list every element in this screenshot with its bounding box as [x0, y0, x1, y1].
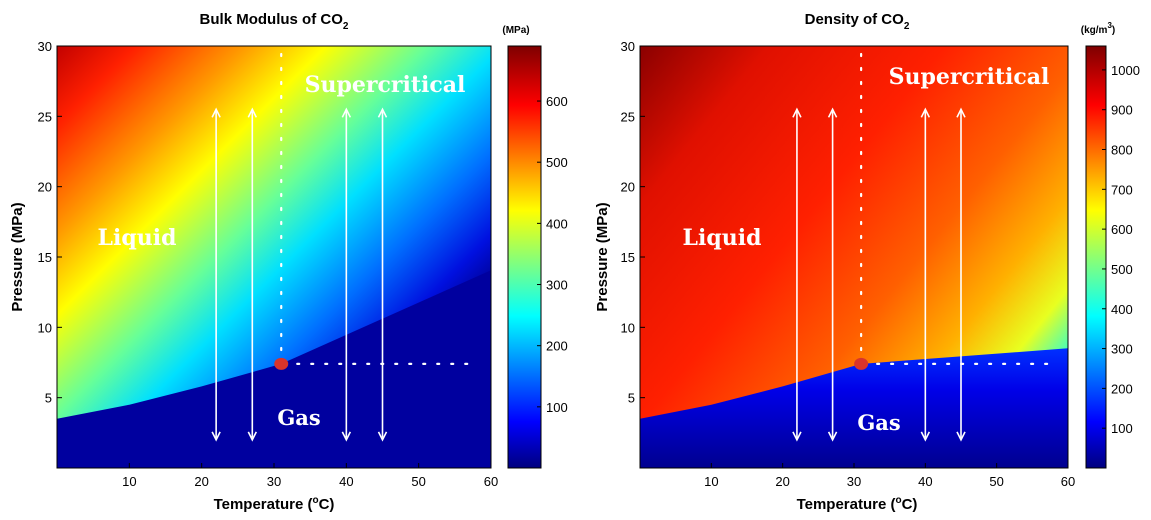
bulk-modulus-title: Bulk Modulus of CO2 — [200, 11, 349, 32]
y-tick-label: 25 — [621, 109, 635, 124]
x-tick-label: 40 — [339, 474, 353, 489]
y-tick-label: 5 — [628, 391, 635, 406]
arrow-head-down — [341, 431, 352, 442]
x-tick-label: 10 — [704, 474, 718, 489]
arrow-head-down — [377, 431, 388, 442]
colorbar-tick-label: 900 — [1111, 103, 1133, 118]
bulk-modulus-axes-ticks: 10 20 30 40 50 60 5 10 15 20 25 30 — [38, 39, 499, 489]
density-colorbar-ticks: 100 200 300 400 500 600 700 800 900 1000 — [1102, 63, 1140, 436]
gas-label: Gas — [277, 405, 320, 430]
bulk-modulus-colorbar — [507, 45, 542, 469]
arrow-head-up — [341, 107, 352, 118]
critical-point-marker — [274, 357, 289, 370]
arrow-head-down — [792, 431, 802, 442]
colorbar-tick-label: 700 — [1111, 182, 1133, 197]
x-tick-label: 30 — [267, 474, 281, 489]
arrow-head-up — [827, 107, 838, 118]
density-xlabel: Temperature (oC) — [797, 495, 918, 513]
arrow-head-up — [211, 107, 221, 118]
colorbar-tick-label: 100 — [546, 400, 568, 415]
density-overlay — [792, 52, 1056, 442]
bulk-modulus-panel: Bulk Modulus of CO2 Liquid Supercritical… — [9, 11, 568, 513]
colorbar-tick-label: 600 — [1111, 222, 1133, 237]
arrow-head-up — [792, 107, 802, 118]
gas-label: Gas — [857, 410, 900, 435]
x-tick-label: 40 — [918, 474, 932, 489]
arrow-head-up — [377, 107, 388, 118]
critical-point-marker — [854, 357, 869, 370]
x-tick-label: 20 — [194, 474, 208, 489]
x-tick-label: 50 — [989, 474, 1003, 489]
arrow-head-down — [211, 431, 221, 442]
y-tick-label: 10 — [38, 320, 52, 335]
bulk-modulus-colorbar-unit: (MPa) — [502, 25, 529, 36]
colorbar-tick-label: 400 — [546, 216, 568, 231]
arrow-head-down — [956, 431, 966, 442]
density-axes-ticks: 10 20 30 40 50 60 5 10 15 20 25 30 — [621, 39, 1076, 489]
density-panel: Density of CO2 Liquid Supercritical Gas … — [594, 11, 1140, 513]
y-tick-label: 5 — [45, 391, 52, 406]
colorbar-tick-label: 300 — [1111, 342, 1133, 357]
liquid-label: Liquid — [98, 225, 177, 251]
colorbar-tick-label: 300 — [546, 278, 568, 293]
x-tick-label: 20 — [775, 474, 789, 489]
bulk-modulus-ylabel: Pressure (MPa) — [9, 202, 26, 311]
arrow-head-up — [920, 107, 931, 118]
arrow-head-up — [956, 107, 966, 118]
supercritical-label: Supercritical — [889, 64, 1050, 90]
y-tick-label: 20 — [621, 180, 635, 195]
x-tick-label: 60 — [1061, 474, 1075, 489]
y-tick-label: 25 — [38, 109, 52, 124]
y-tick-label: 30 — [621, 39, 635, 54]
liquid-label: Liquid — [683, 225, 762, 251]
bulk-modulus-xlabel: Temperature (oC) — [214, 495, 335, 513]
density-colorbar — [1085, 45, 1107, 469]
colorbar-tick-label: 500 — [1111, 262, 1133, 277]
y-tick-label: 20 — [38, 180, 52, 195]
y-tick-label: 15 — [621, 250, 635, 265]
colorbar-tick-label: 800 — [1111, 143, 1133, 158]
arrow-head-up — [247, 107, 258, 118]
supercritical-label: Supercritical — [305, 72, 466, 98]
arrow-head-down — [827, 431, 838, 442]
density-colorbar-unit: (kg/m3) — [1081, 21, 1115, 36]
colorbar-tick-label: 600 — [546, 94, 568, 109]
x-tick-label: 50 — [411, 474, 425, 489]
bulk-modulus-overlay — [211, 52, 479, 442]
arrow-head-down — [920, 431, 931, 442]
x-tick-label: 10 — [122, 474, 136, 489]
colorbar-tick-label: 200 — [546, 339, 568, 354]
x-tick-label: 30 — [847, 474, 861, 489]
y-tick-label: 10 — [621, 320, 635, 335]
colorbar-tick-label: 1000 — [1111, 63, 1140, 78]
colorbar-tick-label: 200 — [1111, 381, 1133, 396]
colorbar-tick-label: 400 — [1111, 302, 1133, 317]
y-tick-label: 30 — [38, 39, 52, 54]
y-tick-label: 15 — [38, 250, 52, 265]
bulk-modulus-colorbar-ticks: 100 200 300 400 500 600 — [537, 94, 568, 415]
density-title: Density of CO2 — [805, 11, 910, 32]
colorbar-tick-label: 100 — [1111, 421, 1133, 436]
arrow-head-down — [247, 431, 258, 442]
x-tick-label: 60 — [484, 474, 498, 489]
colorbar-tick-label: 500 — [546, 155, 568, 170]
density-ylabel: Pressure (MPa) — [594, 202, 611, 311]
